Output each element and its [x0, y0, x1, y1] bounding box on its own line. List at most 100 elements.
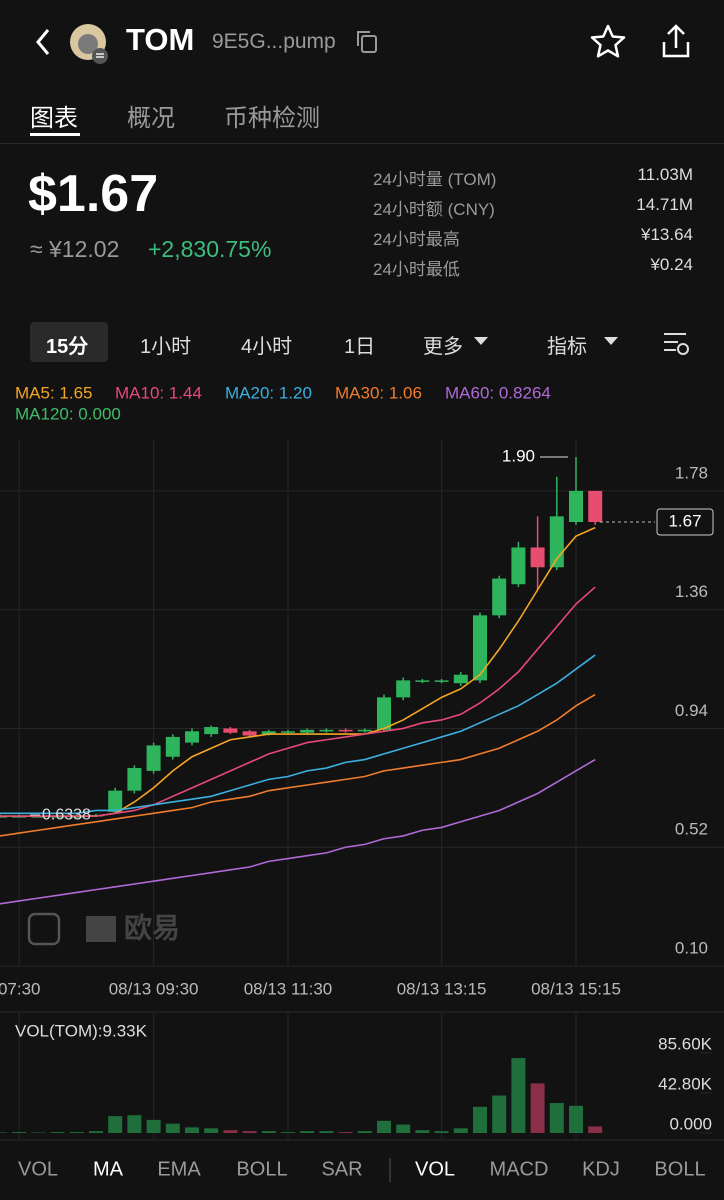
indicator-tab[interactable]: KDJ — [582, 1158, 620, 1180]
timeframe[interactable]: 4小时 — [241, 336, 293, 358]
y-tick-label: 0.52 — [675, 820, 708, 839]
candle-body — [242, 731, 257, 736]
volume-bar — [281, 1132, 295, 1133]
share-button[interactable] — [656, 22, 696, 62]
indicator-menu[interactable]: 指标 — [547, 336, 587, 358]
volume-bar — [338, 1132, 353, 1133]
indicator-tab[interactable]: VOL — [415, 1158, 455, 1180]
candle-body — [377, 697, 391, 730]
back-button[interactable] — [30, 26, 56, 58]
volume-bar — [319, 1131, 334, 1133]
ma-legend: MA120: 0.000 — [15, 404, 121, 423]
volume-tick-label: 85.60K — [658, 1034, 713, 1053]
volume-bar — [377, 1120, 391, 1133]
favorite-button[interactable] — [588, 22, 628, 62]
stat-label: 24小时额 (CNY) — [373, 200, 495, 219]
volume-bar — [434, 1131, 449, 1133]
tab-active[interactable]: 图表 — [30, 105, 78, 132]
chart-settings[interactable] — [662, 330, 692, 358]
candle-body — [204, 727, 219, 735]
stat-label: 24小时最低 — [373, 260, 460, 279]
candle-body — [165, 736, 180, 757]
timeframe[interactable]: 1日 — [344, 336, 376, 358]
indicator-tab[interactable]: VOL — [18, 1158, 58, 1180]
candle-body — [338, 729, 353, 732]
candle-body — [108, 790, 123, 812]
ma-legend: MA10: 1.44 — [115, 383, 202, 402]
stat-label: 24小时量 (TOM) — [373, 170, 497, 189]
watermark-text: 欧易 — [124, 912, 180, 943]
y-tick-label: 0.94 — [675, 701, 708, 720]
volume-bar — [300, 1131, 315, 1133]
volume-title: VOL(TOM):9.33K — [15, 1021, 148, 1040]
tab[interactable]: 币种检测 — [224, 105, 320, 132]
volume-bar — [549, 1103, 564, 1133]
indicator-tab[interactable]: EMA — [157, 1158, 201, 1180]
candle-body — [492, 578, 507, 616]
copy-button[interactable] — [354, 28, 382, 56]
dropdown-arrow — [604, 337, 618, 345]
ma-legend: MA5: 1.65 — [15, 383, 93, 402]
x-tick-label: 08/13 13:15 — [397, 979, 487, 998]
candle-body — [261, 731, 276, 735]
volume-bar — [242, 1131, 257, 1133]
volume-tick-label: 42.80K — [658, 1074, 713, 1093]
candle-body — [146, 745, 161, 771]
stat-value: 14.71M — [636, 195, 693, 214]
ma-line — [0, 654, 596, 815]
volume-bar — [0, 1132, 7, 1134]
volume-bar — [588, 1126, 603, 1133]
candle-body — [300, 729, 315, 733]
candle-body — [434, 680, 449, 682]
candle-body — [530, 547, 545, 568]
volume-bar — [453, 1128, 468, 1133]
candle-body — [357, 729, 372, 732]
volume-bar — [127, 1115, 142, 1133]
volume-bar — [569, 1105, 583, 1133]
high-label: 1.90 — [502, 446, 535, 465]
candle-body — [511, 547, 526, 585]
last-price-label: 1.67 — [668, 511, 701, 530]
ma-line — [0, 586, 596, 817]
candle-body — [588, 490, 603, 523]
volume-bar — [415, 1130, 430, 1133]
candle-body — [185, 731, 199, 743]
timeframe[interactable]: 1小时 — [140, 336, 192, 358]
price-cny: ≈ ¥12.02 — [30, 236, 120, 262]
volume-bar — [146, 1119, 161, 1133]
volume-bar — [261, 1131, 276, 1133]
volume-bar — [473, 1106, 487, 1133]
indicator-tab[interactable]: MACD — [490, 1158, 549, 1180]
volume-bar — [530, 1083, 545, 1133]
ma-line — [0, 693, 596, 837]
indicator-tab[interactable]: MA — [93, 1158, 124, 1180]
ma-line — [0, 758, 596, 905]
tab[interactable]: 概况 — [127, 105, 175, 132]
indicator-tab[interactable]: SAR — [321, 1158, 362, 1180]
y-tick-label: 1.36 — [675, 582, 708, 601]
stat-label: 24小时最高 — [373, 230, 460, 249]
volume-bar — [357, 1131, 372, 1133]
stat-value: ¥13.64 — [641, 225, 693, 244]
divider — [0, 143, 724, 144]
indicator-tab[interactable]: BOLL — [236, 1158, 287, 1180]
token-address: 9E5G...pump — [212, 30, 336, 53]
timeframe-active-bg — [30, 322, 108, 362]
tab-underline — [30, 133, 80, 136]
ma-legend: MA30: 1.06 — [335, 383, 422, 402]
candle-body — [569, 490, 583, 523]
token-symbol: TOM — [126, 22, 195, 57]
timeframe-active[interactable]: 15分 — [46, 336, 89, 358]
x-tick-label: 08/13 09:30 — [109, 979, 199, 998]
ma-line — [0, 526, 596, 817]
volume-bar — [223, 1130, 238, 1133]
price: $1.67 — [28, 165, 159, 223]
indicator-tab[interactable]: BOLL — [654, 1158, 705, 1180]
volume-tick-label: 0.000 — [669, 1114, 712, 1133]
volume-bar — [69, 1132, 84, 1133]
volume-bar — [89, 1131, 103, 1133]
more-menu[interactable]: 更多 — [423, 336, 463, 358]
x-tick-label: 08/13 15:15 — [531, 979, 621, 998]
volume-bar — [31, 1132, 46, 1134]
